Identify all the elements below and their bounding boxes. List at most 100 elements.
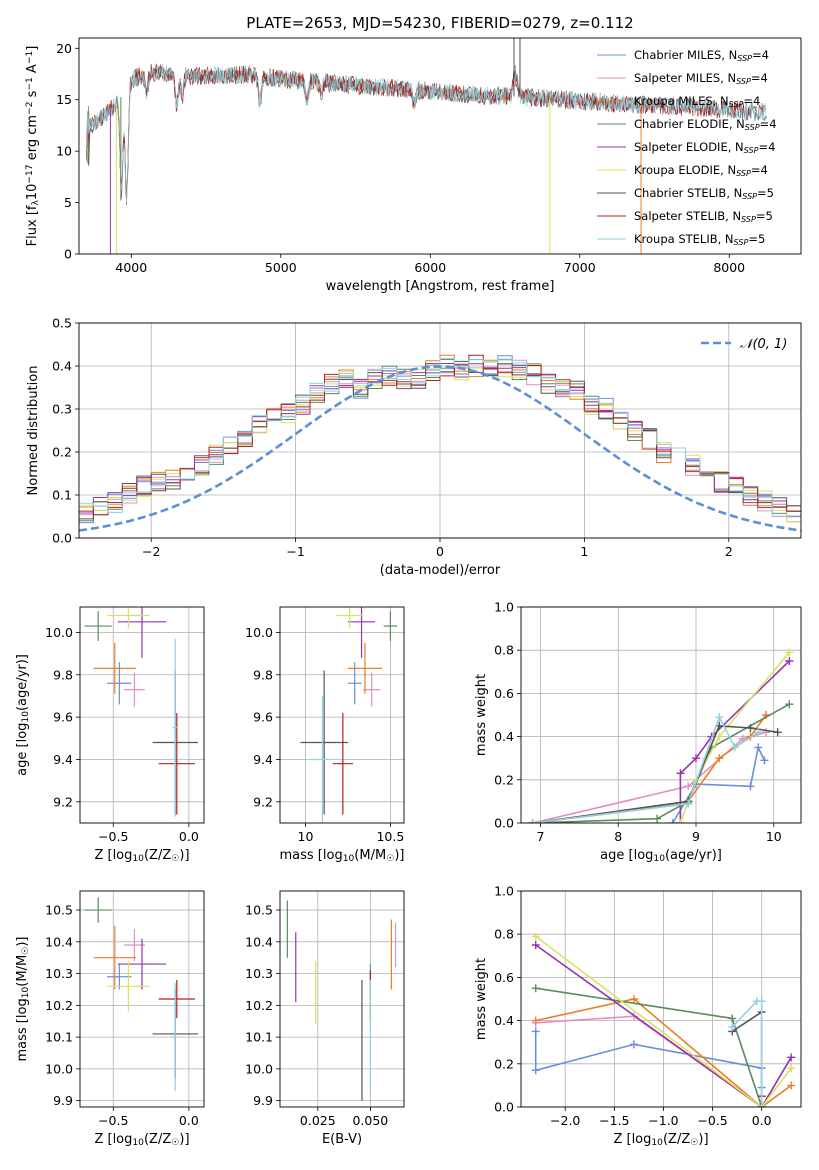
- legend-label: Kroupa ELODIE, NSSP=4: [634, 163, 768, 178]
- weight-point-marker: [757, 1103, 766, 1107]
- weight-lines: [531, 932, 796, 1107]
- x-tick-label: 7000: [564, 260, 596, 275]
- y-tick-label: 9.6: [253, 710, 273, 725]
- weight-point-marker: [653, 814, 662, 823]
- y-tick-label: 10: [56, 144, 72, 159]
- weight-series-line: [731, 1000, 763, 1107]
- y-tick-label: 0.5: [52, 316, 72, 331]
- legend-label: Chabrier MILES, NSSP=4: [634, 48, 769, 63]
- weight-point-marker: [728, 1014, 737, 1023]
- weight-point-marker: [754, 743, 763, 752]
- spectrum-series-line: [86, 67, 550, 199]
- y-axis-label: age [log10(age/yr)]: [15, 654, 31, 776]
- x-tick-label: 0.025: [300, 1113, 336, 1128]
- residuals-panel: −2 −1 0 1 2 0.0 0.1 0.2 0.3 0.4 0.5 (data-model)/er…: [26, 316, 802, 578]
- x-axis-label: age [log10(age/yr)]: [600, 848, 722, 864]
- gaussian-curve: [79, 365, 801, 532]
- y-tick-label: 0.2: [52, 445, 72, 460]
- axes-frame: [279, 606, 405, 824]
- y-tick-label: 10.2: [45, 998, 73, 1013]
- spectrum-series-line: [86, 67, 550, 198]
- y-axis-label: mass [log10(M/M☉)]: [15, 937, 31, 1062]
- axes-frame: [279, 890, 405, 1108]
- y-tick-label: 0.2: [494, 1056, 514, 1071]
- y-tick-label: 5: [64, 195, 72, 210]
- histogram-series: [79, 363, 801, 518]
- y-tick-label: 9.2: [253, 794, 273, 809]
- y-tick-label: 10.1: [45, 1030, 73, 1045]
- y-tick-label: 10.1: [245, 1030, 273, 1045]
- weight-series-line: [679, 660, 790, 823]
- y-tick-label: 10.2: [245, 998, 273, 1013]
- errorbar-points: [84, 607, 198, 817]
- x-tick-label: 8: [614, 829, 622, 844]
- y-tick-label: 10.5: [245, 903, 273, 918]
- gaussian-legend-label: 𝒩(0, 1): [740, 337, 787, 352]
- x-tick-label: 0.0: [752, 1113, 772, 1128]
- x-axis-label: wavelength [Angstrom, rest frame]: [326, 279, 555, 294]
- mass-weight-vs-metallicity-panel: −2.0 −1.5 −1.0 −0.5 0.0 0.0 0.2 0.4 0.6 0.8 1.0 Z […: [474, 884, 802, 1148]
- weight-series-line: [535, 944, 792, 1107]
- mass-vs-metallicity-panel: −0.5 0.0 9.9 10.0 10.1 10.2 10.3 10.4 10.5 Z [log…: [15, 890, 205, 1148]
- axes-frame: [520, 890, 802, 1108]
- y-tick-label: 0.8: [494, 643, 514, 658]
- spectrum-series-line: [86, 68, 550, 194]
- weight-point-marker: [773, 728, 782, 737]
- y-tick-label: 9.8: [253, 667, 273, 682]
- histogram-series: [79, 354, 801, 518]
- weight-point-marker: [757, 997, 766, 1006]
- legend-label: Chabrier STELIB, NSSP=5: [634, 186, 774, 201]
- legend-label: Kroupa STELIB, NSSP=5: [634, 232, 765, 247]
- y-tick-label: 0.6: [494, 970, 514, 985]
- y-axis-label: Normed distribution: [26, 366, 41, 496]
- weight-point-marker: [787, 1081, 796, 1090]
- x-axis-label: mass [log10(M/M☉)]: [280, 848, 405, 864]
- age-vs-metallicity-panel: −0.5 0.0 9.2 9.4 9.6 9.8 10.0 Z [log10(Z/Z☉)] ag…: [15, 606, 205, 864]
- axes-frame: [520, 606, 802, 824]
- y-tick-label: 0.4: [494, 729, 514, 744]
- x-axis-label: (data-model)/error: [380, 563, 501, 578]
- weight-series-line: [535, 935, 792, 1107]
- y-tick-label: 0.4: [494, 1013, 514, 1028]
- y-tick-label: 0.6: [494, 686, 514, 701]
- y-tick-label: 1.0: [494, 884, 514, 899]
- errorbar-points: [300, 607, 398, 823]
- spectrum-panel: 4000 5000 6000 7000 8000 0 5 10 15 20 wavelength […: [25, 37, 802, 294]
- weight-point-marker: [728, 1023, 737, 1032]
- x-tick-label: 10.5: [376, 829, 404, 844]
- legend-label: Salpeter MILES, NSSP=4: [634, 71, 768, 86]
- weight-point-marker: [629, 995, 638, 1003]
- figure-title: PLATE=2653, MJD=54230, FIBERID=0279, z=0…: [246, 14, 633, 32]
- x-tick-label: 1: [580, 544, 588, 559]
- weight-point-marker: [715, 754, 724, 763]
- weight-point-marker: [676, 819, 685, 823]
- y-tick-label: 10.0: [245, 1061, 273, 1076]
- weight-point-marker: [746, 782, 755, 791]
- y-tick-label: 0.0: [52, 531, 72, 546]
- axes-frame: [79, 606, 205, 824]
- errorbar-points: [286, 900, 397, 1101]
- weight-point-marker: [762, 728, 770, 737]
- weight-point-marker: [684, 782, 693, 791]
- y-tick-label: 10.0: [45, 625, 73, 640]
- x-tick-label: 7: [536, 829, 544, 844]
- y-tick-label: 15: [56, 92, 72, 107]
- legend-label: Salpeter ELODIE, NSSP=4: [634, 140, 775, 155]
- legend-label: Salpeter STELIB, NSSP=5: [634, 209, 773, 224]
- y-tick-label: 0.0: [494, 816, 514, 831]
- y-axis-label: mass weight: [474, 674, 489, 756]
- x-tick-label: −1.5: [599, 1113, 629, 1128]
- legend-label: Kroupa MILES, NSSP=4: [634, 94, 760, 109]
- y-tick-label: 0.2: [494, 772, 514, 787]
- spectrum-series-line: [86, 63, 767, 203]
- weight-point-marker: [730, 743, 739, 752]
- weight-point-marker: [531, 1066, 540, 1075]
- y-tick-label: 10.4: [245, 934, 273, 949]
- x-axis-label: Z [log10(Z/Z☉)]: [613, 1132, 708, 1148]
- weight-series-line: [532, 731, 767, 823]
- mass-weight-vs-age-panel: 7 8 9 10 0.0 0.2 0.4 0.6 0.8 1.0 age [log10(age/yr…: [474, 600, 802, 864]
- weight-point-marker: [785, 648, 794, 657]
- x-tick-label: 0.0: [179, 1113, 199, 1128]
- y-tick-label: 10.5: [45, 903, 73, 918]
